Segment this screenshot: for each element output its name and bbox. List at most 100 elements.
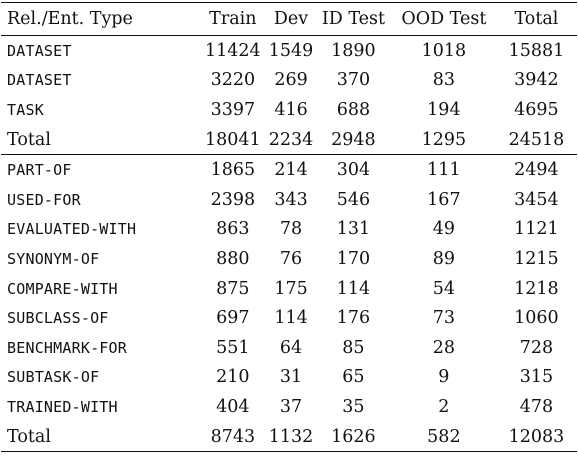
relation-row: PART-OF 1865 214 304 111 2494 <box>1 155 577 185</box>
id-test-cell: 131 <box>336 219 371 240</box>
dev-cell: 37 <box>279 396 303 417</box>
relation-row: SYNONYM-OF 880 76 170 89 1215 <box>1 244 577 274</box>
dev-cell: 31 <box>279 367 303 388</box>
ood-test-cell: 83 <box>432 70 456 91</box>
relation-row: COMPARE-WITH 875 175 114 54 1218 <box>1 274 577 304</box>
relation-row: SUBCLASS-OF 697 114 176 73 1060 <box>1 303 577 333</box>
dev-cell: 1132 <box>267 421 315 453</box>
id-test-cell: 370 <box>336 70 371 91</box>
total-cell: 3942 <box>514 70 559 91</box>
entity-row: Total 18041 2234 2948 1295 24518 <box>1 124 577 156</box>
train-cell: 875 <box>216 278 250 299</box>
dev-cell: 78 <box>279 219 303 240</box>
type-cell: USED-FOR <box>7 190 81 209</box>
id-test-cell: 304 <box>336 160 371 181</box>
ood-test-cell: 1018 <box>421 40 467 61</box>
ood-test-cell: 582 <box>391 421 496 453</box>
dev-cell: 416 <box>274 99 308 120</box>
header-type: Rel./Ent. Type <box>1 2 199 36</box>
train-cell: 18041 <box>198 124 268 156</box>
entity-row: DATASET 11424 1549 1890 1018 15881 <box>1 36 577 66</box>
table-header: Rel./Ent. Type Train Dev ID Test OOD Tes… <box>1 2 577 36</box>
relation-row: EVALUATED-WITH 863 78 131 49 1121 <box>1 215 577 245</box>
total-cell: 1215 <box>514 248 559 269</box>
dev-cell: 76 <box>279 248 303 269</box>
header-ood-test: OOD Test <box>391 2 496 36</box>
relation-row: USED-FOR 2398 343 546 167 3454 <box>1 185 577 215</box>
dev-cell: 343 <box>274 189 308 210</box>
type-cell: TASK <box>7 100 44 119</box>
id-test-cell: 688 <box>336 99 371 120</box>
total-cell: 15881 <box>508 40 565 61</box>
header-train: Train <box>198 2 268 36</box>
id-test-cell: 2948 <box>314 124 392 156</box>
entity-row: DATASET 3220 269 370 83 3942 <box>1 66 577 96</box>
ood-test-cell: 9 <box>438 367 450 388</box>
total-cell: 12083 <box>495 421 577 453</box>
stats-table-container: Rel./Ent. Type Train Dev ID Test OOD Tes… <box>0 2 578 453</box>
total-cell: 315 <box>519 367 554 388</box>
total-cell: 1218 <box>514 278 559 299</box>
total-cell: 24518 <box>495 124 577 156</box>
ood-test-cell: 73 <box>432 308 456 329</box>
total-cell: 1060 <box>514 308 559 329</box>
dev-cell: 1549 <box>268 40 314 61</box>
train-cell: 2398 <box>210 189 256 210</box>
train-cell: 404 <box>216 396 250 417</box>
entity-row: TASK 3397 416 688 194 4695 <box>1 95 577 125</box>
type-cell: TRAINED-WITH <box>7 397 118 416</box>
total-cell: 3454 <box>514 189 559 210</box>
type-cell: Total <box>1 124 199 156</box>
ood-test-cell: 194 <box>427 99 461 120</box>
ood-test-cell: 49 <box>432 219 456 240</box>
ood-test-cell: 1295 <box>391 124 496 156</box>
train-cell: 880 <box>216 248 250 269</box>
id-test-cell: 170 <box>336 248 371 269</box>
id-test-cell: 114 <box>336 278 371 299</box>
total-cell: 2494 <box>514 160 559 181</box>
dev-cell: 214 <box>274 160 308 181</box>
train-cell: 551 <box>216 337 250 358</box>
train-cell: 210 <box>216 367 250 388</box>
total-cell: 478 <box>519 396 554 417</box>
relation-row: BENCHMARK-FOR 551 64 85 28 728 <box>1 333 577 363</box>
total-cell: 4695 <box>514 99 559 120</box>
train-cell: 863 <box>216 219 250 240</box>
type-cell: COMPARE-WITH <box>7 279 118 298</box>
relation-section: PART-OF 1865 214 304 111 2494 USED-FOR 2398 343 5… <box>1 155 577 453</box>
train-cell: 3220 <box>210 70 256 91</box>
dev-cell: 64 <box>279 337 303 358</box>
id-test-cell: 546 <box>336 189 371 210</box>
type-cell: Total <box>1 421 199 453</box>
entity-section: DATASET 11424 1549 1890 1018 15881 DATASET 3220… <box>1 36 577 156</box>
ood-test-cell: 167 <box>427 189 461 210</box>
type-cell: SYNONYM-OF <box>7 249 100 268</box>
relation-row: Total 8743 1132 1626 582 12083 <box>1 421 577 453</box>
header-row: Rel./Ent. Type Train Dev ID Test OOD Tes… <box>1 2 577 36</box>
dev-cell: 114 <box>274 308 308 329</box>
id-test-cell: 35 <box>342 396 365 417</box>
ood-test-cell: 2 <box>438 396 450 417</box>
type-cell: EVALUATED-WITH <box>7 220 137 239</box>
train-cell: 8743 <box>198 421 268 453</box>
header-dev: Dev <box>267 2 315 36</box>
id-test-cell: 1890 <box>331 40 376 61</box>
dataset-statistics-table: Rel./Ent. Type Train Dev ID Test OOD Tes… <box>1 2 577 453</box>
relation-row: SUBTASK-OF 210 31 65 9 315 <box>1 363 577 393</box>
type-cell: PART-OF <box>7 161 72 180</box>
type-cell: DATASET <box>7 41 72 60</box>
relation-row: TRAINED-WITH 404 37 35 2 478 <box>1 392 577 422</box>
header-total: Total <box>495 2 577 36</box>
train-cell: 3397 <box>210 99 256 120</box>
type-cell: BENCHMARK-FOR <box>7 338 127 357</box>
ood-test-cell: 28 <box>432 337 456 358</box>
id-test-cell: 176 <box>336 308 371 329</box>
type-cell: DATASET <box>7 71 72 90</box>
ood-test-cell: 111 <box>427 160 461 181</box>
header-id-test: ID Test <box>314 2 392 36</box>
train-cell: 1865 <box>210 160 256 181</box>
type-cell: SUBTASK-OF <box>7 368 100 387</box>
total-cell: 1121 <box>514 219 559 240</box>
total-cell: 728 <box>519 337 554 358</box>
id-test-cell: 65 <box>342 367 365 388</box>
